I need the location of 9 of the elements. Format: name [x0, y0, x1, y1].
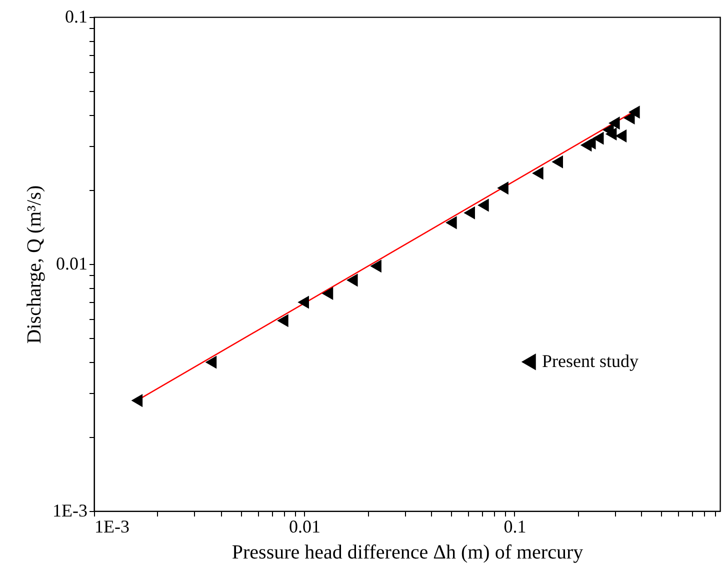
x-tick-label: 1E-3 — [94, 516, 130, 536]
y-tick-label: 0.01 — [56, 254, 88, 274]
y-tick-label: 1E-3 — [52, 500, 88, 520]
y-axis-title: Discharge, Q (m³/s) — [24, 185, 46, 344]
x-axis-title: Pressure head difference Δh (m) of mercury — [232, 542, 584, 564]
y-tick-label: 0.1 — [65, 6, 88, 26]
x-tick-label: 0.1 — [504, 516, 526, 536]
x-tick-label: 0.01 — [288, 516, 320, 536]
legend-label: Present study — [542, 350, 638, 371]
